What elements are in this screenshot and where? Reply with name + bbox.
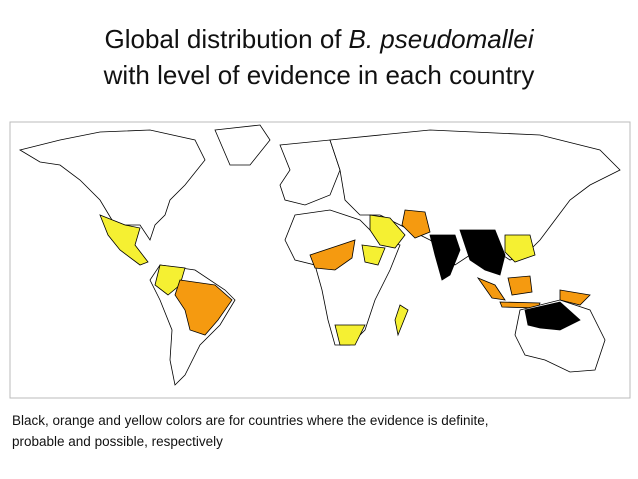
iran (401, 209, 431, 239)
northern-south-america (154, 264, 186, 296)
greenland (214, 124, 271, 166)
east-africa (361, 244, 386, 266)
caption-line: Black, orange and yellow colors are for … (12, 413, 489, 428)
india (429, 234, 461, 281)
north-america (18, 129, 206, 241)
title-text: Global distribution of (104, 24, 342, 54)
arabia (369, 214, 406, 249)
sahel (309, 239, 356, 271)
brazil (174, 279, 233, 336)
south-china (504, 234, 536, 263)
northern-australia (524, 301, 581, 331)
caption-line: probable and possible, respectively (12, 434, 223, 449)
madagascar (394, 304, 409, 337)
title-line: with level of evidence in each country (103, 60, 535, 90)
new-guinea (559, 289, 591, 306)
title-species: B. pseudomallei (348, 24, 534, 54)
title-line: Global distribution of B. pseudomallei (0, 22, 638, 56)
southeast-asia (459, 229, 506, 276)
borneo (507, 275, 533, 296)
mexico (99, 214, 149, 266)
southern-africa (334, 324, 366, 346)
sumatra (476, 277, 506, 301)
